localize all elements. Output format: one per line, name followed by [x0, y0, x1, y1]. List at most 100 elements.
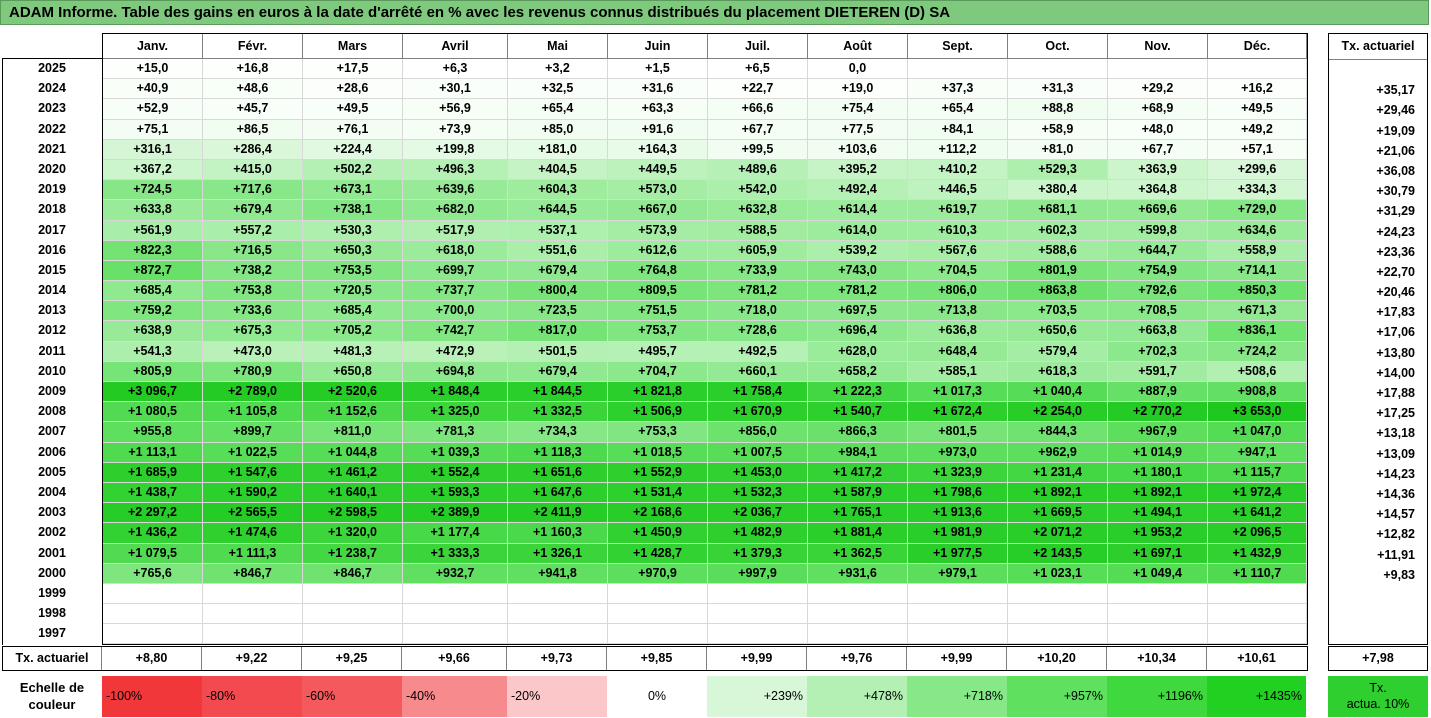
gain-cell [608, 624, 708, 644]
gain-cell: +2 520,6 [303, 382, 403, 403]
gain-cell: +633,8 [103, 200, 203, 221]
month-header: Avril [403, 34, 508, 59]
gain-cell: +75,4 [808, 99, 908, 120]
gain-cell: +1 115,7 [1208, 462, 1307, 483]
gain-cell: +685,4 [103, 281, 203, 302]
summary-value: +9,76 [807, 647, 907, 670]
gain-cell: +19,0 [808, 79, 908, 100]
gain-cell: +65,4 [908, 99, 1008, 120]
gain-cell: +1 022,5 [203, 442, 303, 463]
gain-cell: +529,3 [1008, 159, 1108, 181]
gain-cell: +16,2 [1208, 79, 1307, 100]
gain-cell [808, 604, 908, 625]
gain-cell: +1 892,1 [1108, 482, 1208, 504]
gain-cell: +780,9 [203, 361, 303, 382]
tx-actuariel-value: +17,06 [1376, 325, 1415, 340]
row-year: 2018 [38, 202, 66, 217]
color-scale-tx-line2: actua. 10% [1346, 697, 1410, 711]
gain-cell: +530,3 [303, 220, 403, 241]
gain-cell: +700,0 [403, 301, 508, 322]
gain-cell: +872,7 [103, 260, 203, 282]
gain-cell: +636,8 [908, 321, 1008, 342]
gain-cell [203, 583, 303, 605]
gain-cell: +1 023,1 [1008, 563, 1108, 584]
gain-cell: +199,8 [403, 139, 508, 160]
gain-cell: +1 981,9 [908, 523, 1008, 544]
gain-cell: +704,5 [908, 260, 1008, 282]
gain-cell: +588,5 [708, 220, 808, 241]
gain-cell: +2 297,2 [103, 503, 203, 524]
gain-cell: +648,4 [908, 341, 1008, 362]
gain-cell [908, 624, 1008, 644]
gain-cell: +1 105,8 [203, 402, 303, 423]
month-header: Mai [508, 34, 608, 59]
gain-cell: +962,9 [1008, 442, 1108, 463]
gain-cell [1208, 59, 1307, 80]
gain-cell: +696,4 [808, 321, 908, 342]
gain-cell: +1 362,5 [808, 543, 908, 564]
month-header: Oct. [1008, 34, 1108, 59]
row-year: 2025 [38, 61, 66, 75]
gain-cell: +567,6 [908, 240, 1008, 261]
gain-cell: +822,3 [103, 240, 203, 261]
gain-cell: +1 014,9 [1108, 442, 1208, 463]
gain-cell: +67,7 [1108, 139, 1208, 160]
gain-cell [103, 604, 203, 625]
gain-cell: +1 039,3 [403, 442, 508, 463]
gain-cell: +602,3 [1008, 220, 1108, 241]
gain-cell: +1 432,9 [1208, 543, 1307, 564]
color-scale-swatch: +239% [707, 676, 807, 717]
tx-actuariel-value: +29,46 [1376, 103, 1415, 118]
gain-cell: +697,5 [808, 301, 908, 322]
tx-actuariel-value: +20,46 [1376, 285, 1415, 300]
color-scale-swatch: -80% [202, 676, 302, 717]
gain-cell: +1 552,4 [403, 462, 508, 483]
tx-actuariel-value: +35,17 [1376, 83, 1415, 98]
gain-cell: +679,4 [508, 260, 608, 282]
gain-cell: +932,7 [403, 563, 508, 584]
gain-cell [808, 624, 908, 644]
gain-cell [1108, 624, 1208, 644]
gain-cell: +1 590,2 [203, 482, 303, 504]
row-year: 2014 [38, 283, 66, 298]
gain-cell: +2 411,9 [508, 503, 608, 524]
gain-cell: +579,4 [1008, 341, 1108, 362]
gain-cell: +1 040,4 [1008, 382, 1108, 403]
tx-actuariel-values: +35,17 +29,46 +19,09 +21,06 +36,08 +30,79 +31,… [1329, 60, 1427, 645]
gain-cell: +663,8 [1108, 321, 1208, 342]
gain-cell: +395,2 [808, 159, 908, 181]
tx-actuariel-value: +13,80 [1376, 345, 1415, 360]
gain-cell: +495,7 [608, 341, 708, 362]
gain-cell: +970,9 [608, 563, 708, 584]
year-column: 2025 2024 2023 2022 2021 2020 2019 2018 2017 2016… [2, 58, 102, 643]
gain-cell: +1 798,6 [908, 482, 1008, 504]
gain-cell: +6,3 [403, 59, 508, 80]
gain-cell: +614,0 [808, 220, 908, 241]
color-scale-label-line1: Echelle de [19, 680, 85, 695]
row-year: 2009 [38, 384, 66, 398]
color-scale-tx-legend: Tx. actua. 10% [1328, 676, 1428, 717]
gain-cell: +805,9 [103, 361, 203, 382]
gain-cell: +1 953,2 [1108, 523, 1208, 544]
gain-cell: +49,2 [1208, 119, 1307, 140]
gain-cell: +334,3 [1208, 180, 1307, 201]
row-year: 2004 [38, 484, 66, 499]
gain-cell: 0,0 [808, 59, 908, 80]
gain-cell [1208, 624, 1307, 644]
gain-cell: +502,2 [303, 159, 403, 181]
gain-cell [908, 583, 1008, 605]
row-year: 2020 [38, 161, 66, 176]
gain-cell: +724,2 [1208, 341, 1307, 362]
gain-cell: +720,5 [303, 281, 403, 302]
gain-cell: +364,8 [1108, 180, 1208, 201]
month-header: Nov. [1108, 34, 1208, 59]
gain-cell [508, 624, 608, 644]
gain-cell: +542,0 [708, 180, 808, 201]
gain-cell: +764,8 [608, 260, 708, 282]
gain-cell [403, 624, 508, 644]
gain-cell: +753,8 [203, 281, 303, 302]
gain-cell [1008, 583, 1108, 605]
gain-cell: +1 332,5 [508, 402, 608, 423]
gain-cell: +410,2 [908, 159, 1008, 181]
gain-cell: +1 821,8 [608, 382, 708, 403]
